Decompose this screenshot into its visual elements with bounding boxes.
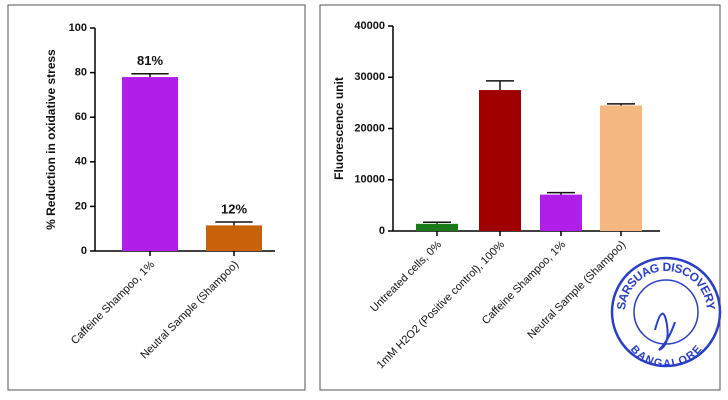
y-tick-label: 10000 xyxy=(354,174,385,186)
bar xyxy=(479,90,521,231)
bar xyxy=(122,77,178,251)
y-tick-label: 80 xyxy=(75,67,87,79)
y-tick-label: 0 xyxy=(81,245,87,257)
stamp xyxy=(610,256,722,368)
error-bar xyxy=(607,103,635,106)
bar-annotation: 12% xyxy=(221,201,247,216)
stamp-bottom-text: BANGALORE xyxy=(628,343,705,370)
error-bar xyxy=(423,221,451,224)
error-bar xyxy=(131,72,169,78)
stamp-ring xyxy=(610,256,722,368)
x-tick-label: Neutral Sample (Shampoo) xyxy=(138,259,241,362)
y-tick-label: 20 xyxy=(75,200,87,212)
y-tick-label: 30000 xyxy=(354,71,385,83)
x-tick-label: 1mM H2O2 (Positive control), 100% xyxy=(375,239,508,372)
stamp-top-text: SARSUAG DISCOVERY xyxy=(614,260,718,311)
y-tick-label: 20000 xyxy=(354,122,385,134)
error-bar xyxy=(486,80,514,91)
y-tick-label: 40000 xyxy=(354,20,385,32)
error-bar xyxy=(215,221,253,226)
x-tick-label: Caffeine Shampoo, 1% xyxy=(69,259,157,347)
y-axis-label: % Reduction in oxidative stress xyxy=(44,49,58,230)
y-tick-label: 40 xyxy=(75,156,87,168)
bar xyxy=(540,194,582,231)
signature xyxy=(654,312,676,351)
stamp-top-path: SARSUAG DISCOVERY xyxy=(614,260,718,311)
error-bar xyxy=(547,191,575,195)
stamp-bottom-path: BANGALORE xyxy=(628,343,705,370)
bar xyxy=(416,223,458,231)
y-tick-label: 100 xyxy=(69,22,87,34)
bar-annotation: 81% xyxy=(137,53,163,68)
y-tick-label: 0 xyxy=(379,225,385,237)
y-axis-label: Fluorescence unit xyxy=(332,77,346,180)
right-panel xyxy=(319,4,721,391)
y-tick-label: 60 xyxy=(75,111,87,123)
stamp-inner-ring xyxy=(633,279,699,345)
bar xyxy=(206,225,262,251)
bar xyxy=(600,105,642,231)
left-panel xyxy=(7,4,306,391)
